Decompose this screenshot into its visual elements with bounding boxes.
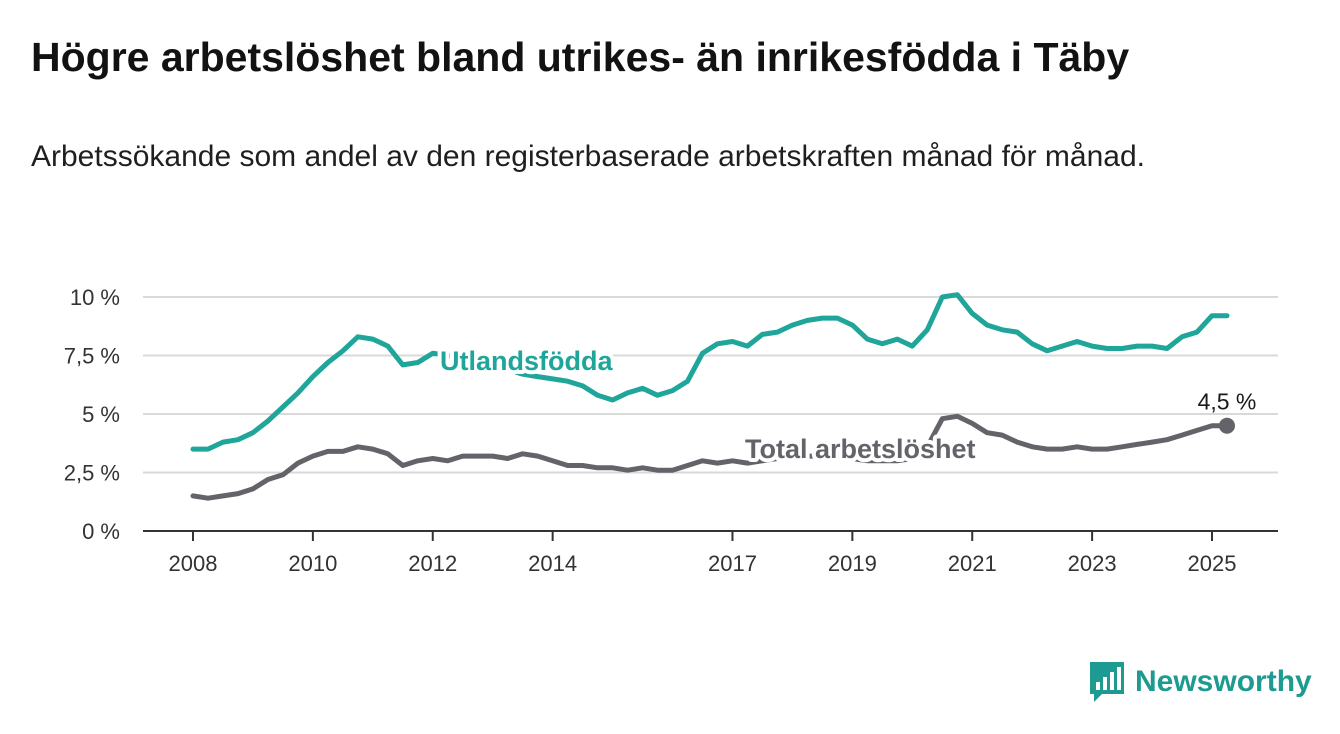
x-tick-label: 2010 xyxy=(288,551,337,576)
x-tick-label: 2014 xyxy=(528,551,577,576)
y-tick-label: 7,5 % xyxy=(64,344,120,369)
x-tick-label: 2019 xyxy=(828,551,877,576)
series-labels: Utlandsfödda Total arbetslöshet 4,5 % xyxy=(436,342,1257,468)
brand: Newsworthy xyxy=(1088,660,1312,704)
gridlines xyxy=(143,296,1278,474)
x-axis: 2008 2010 2012 2014 2017 2019 2021 2023 2025 xyxy=(143,530,1278,576)
series-lines xyxy=(190,292,1230,501)
x-tick-label: 2021 xyxy=(948,551,997,576)
y-tick-label: 10 % xyxy=(70,285,120,310)
x-tick-label: 2023 xyxy=(1068,551,1117,576)
x-tick-label: 2008 xyxy=(169,551,218,576)
series-line-utlandsfodda xyxy=(190,292,1230,452)
series-label-total: Total arbetslöshet xyxy=(745,434,976,464)
brand-name: Newsworthy xyxy=(1135,665,1312,698)
y-axis-ticks: 0 % 2,5 % 5 % 7,5 % 10 % xyxy=(64,285,120,544)
y-tick-label: 5 % xyxy=(82,402,120,427)
x-tick-label: 2025 xyxy=(1188,551,1237,576)
chart-subtitle: Arbetssökande som andel av den registerb… xyxy=(31,140,1145,173)
y-tick-label: 0 % xyxy=(82,519,120,544)
series-line-total xyxy=(190,413,1230,501)
x-tick-label: 2012 xyxy=(408,551,457,576)
series-label-utlandsfodda: Utlandsfödda xyxy=(440,346,613,376)
end-point-marker xyxy=(1218,417,1235,434)
end-value-label: 4,5 % xyxy=(1198,389,1257,415)
chart-bars-logo-icon xyxy=(1090,662,1124,702)
x-tick-label: 2017 xyxy=(708,551,757,576)
y-tick-label: 2,5 % xyxy=(64,461,120,486)
chart-title: Högre arbetslöshet bland utrikes- än inr… xyxy=(31,34,1130,80)
